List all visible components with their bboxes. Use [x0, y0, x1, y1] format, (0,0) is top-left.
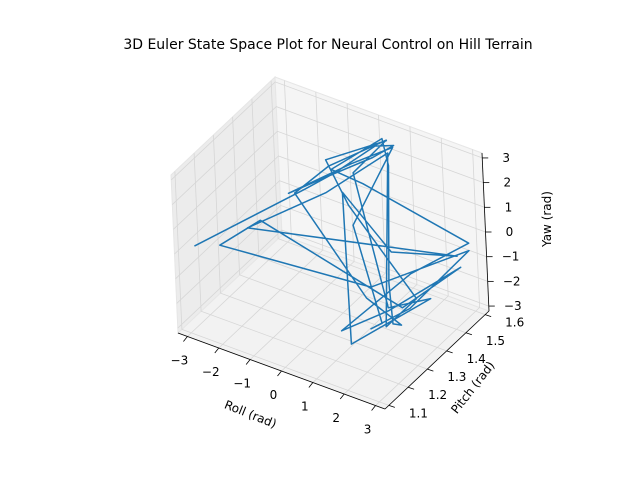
x-grid-line [312, 126, 418, 383]
z-tick-label: 2 [503, 176, 511, 190]
y-tick-label: 1.6 [505, 316, 524, 330]
axes-panes [170, 75, 490, 410]
x-tick-label: 1 [301, 400, 309, 414]
x-tick-label: −1 [233, 376, 251, 390]
y-tick-label: 1.3 [447, 370, 466, 384]
x-axis-line [177, 332, 386, 410]
x-tick-mark [183, 336, 188, 342]
y-tick-label: 1.5 [486, 334, 505, 348]
y-tick-mark [388, 404, 395, 408]
series-line [194, 137, 470, 345]
x-tick-mark [371, 405, 376, 411]
y-tick-mark [485, 314, 492, 318]
z-grid-line [175, 180, 487, 279]
z-axis-line [481, 152, 490, 312]
x-grid-line [281, 114, 386, 372]
chart-title: 3D Euler State Space Plot for Neural Con… [123, 37, 532, 53]
y-grid-line [213, 135, 428, 370]
y-grid-line [270, 80, 486, 315]
z-tick-label: 1 [505, 200, 513, 214]
z-grid-line [172, 106, 484, 205]
y-axis-label: Pitch (rad) [448, 359, 497, 417]
y-tick-mark [427, 368, 434, 372]
y-tick-label: 1.2 [428, 388, 447, 402]
x-tick-label: 2 [332, 411, 340, 425]
y-tick-mark [465, 332, 473, 336]
z-tick-label: −1 [502, 250, 520, 264]
x-grid-line [375, 149, 481, 406]
x-tick-label: 0 [270, 388, 278, 402]
data-layer [194, 137, 470, 345]
y-axis-line [384, 310, 490, 410]
z-grid-line [170, 81, 483, 181]
y-tick-label: 1.4 [467, 352, 486, 366]
x-tick-label: 3 [364, 423, 372, 437]
y-grid-line [174, 171, 390, 406]
x-grid-line [218, 91, 324, 349]
z-grid-line [177, 229, 489, 329]
x-tick-mark [277, 370, 282, 377]
x-axis-label: Roll (rad) [222, 398, 278, 432]
x-tick-label: −3 [171, 353, 189, 367]
x-tick-mark [339, 393, 345, 400]
y-tick-mark [446, 350, 453, 354]
z-axis-label: Yaw (rad) [540, 191, 554, 248]
z-grid-line [173, 130, 485, 230]
x-tick-mark [214, 347, 220, 354]
z-tick-label: −3 [504, 299, 522, 313]
y-tick-label: 1.1 [409, 406, 428, 420]
y-grid-line [193, 153, 409, 388]
z-tick-label: 0 [506, 225, 514, 239]
x-grid-line [343, 137, 449, 395]
z-tick-label: 3 [502, 151, 510, 165]
y-tick-mark [407, 386, 415, 390]
x-grid-line [187, 80, 292, 337]
tick-layer: −3 −2 −1 0 1 2 3 1.11.21.31.41.51.6 −3 −2 −1 0 1 2 3 [171, 151, 525, 437]
x-tick-mark [308, 382, 314, 388]
z-tick-label: −2 [503, 274, 521, 288]
z-grid-line [174, 155, 486, 255]
z-grid-line [176, 204, 488, 304]
x-tick-mark [245, 359, 251, 365]
x-tick-label: −2 [202, 365, 220, 379]
